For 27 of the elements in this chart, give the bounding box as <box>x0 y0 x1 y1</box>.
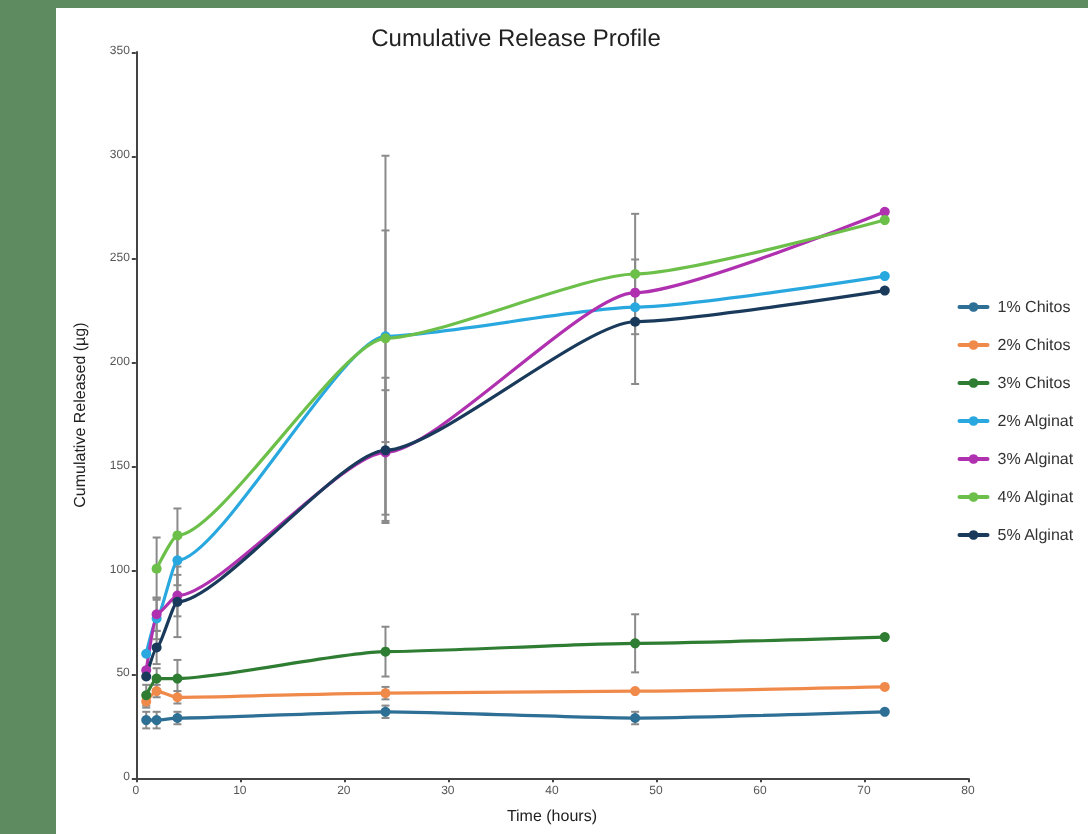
point <box>630 302 641 313</box>
point <box>630 316 641 327</box>
point <box>879 632 890 643</box>
point <box>879 681 890 692</box>
y-axis-title: Cumulative Released (µg) <box>71 321 89 508</box>
point <box>151 563 162 574</box>
legend-label: 2% Chitos <box>997 336 1071 354</box>
point <box>630 638 641 649</box>
point <box>879 271 890 282</box>
chart-title: Cumulative Release Profile <box>371 24 662 52</box>
x-axis-title: Time (hours) <box>506 807 598 825</box>
legend-label: 1% Chitos <box>997 298 1071 316</box>
legend-label: 2% Alginat <box>997 412 1075 430</box>
point <box>172 673 183 684</box>
legend-label: 3% Alginat <box>997 450 1075 468</box>
point <box>141 648 152 659</box>
point <box>630 269 641 280</box>
point <box>879 215 890 226</box>
point <box>630 686 641 697</box>
point <box>172 596 183 607</box>
point <box>630 287 641 298</box>
legend-label: 5% Alginat <box>997 526 1075 544</box>
legend-label: 4% Alginat <box>997 488 1075 506</box>
point <box>879 706 890 717</box>
legend-label: 3% Chitos <box>997 374 1071 392</box>
point <box>879 285 890 296</box>
point <box>380 646 391 657</box>
